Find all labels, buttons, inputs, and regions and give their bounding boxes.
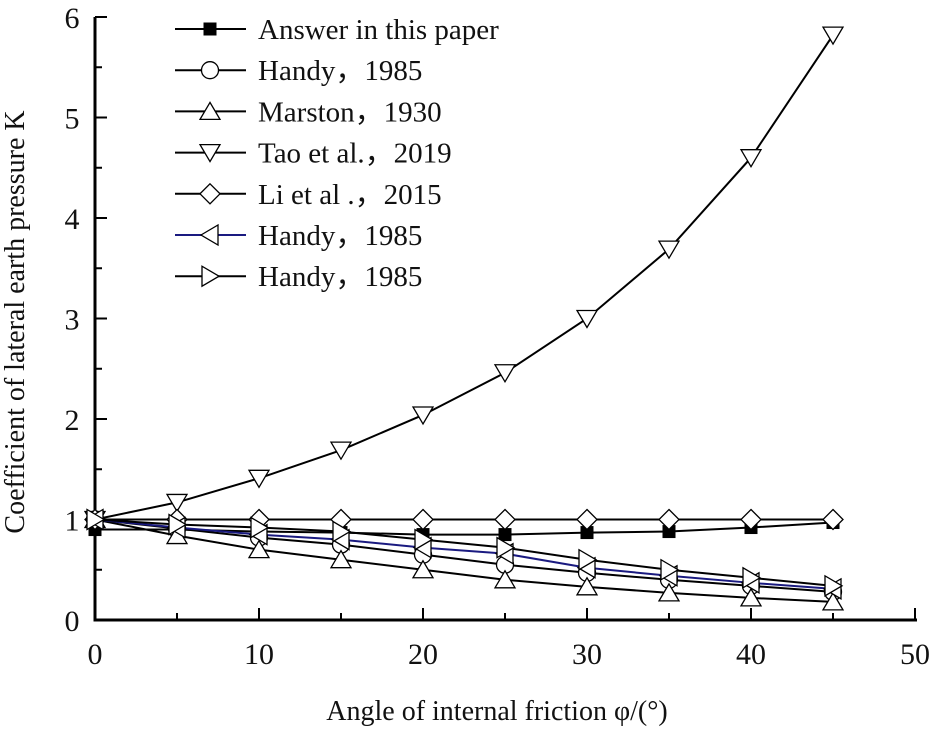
triangle-down-marker-icon: [657, 240, 681, 260]
legend-item: Handy，1985: [175, 220, 422, 252]
legend-item: Handy，1985: [175, 55, 422, 87]
y-axis-title: Coefficient of lateral earth pressure K: [0, 110, 31, 533]
series-markers: [83, 26, 845, 530]
triangle-right-marker-icon: [250, 516, 270, 539]
triangle-right-marker-icon: [168, 513, 188, 536]
y-tick-label: 0: [65, 605, 80, 638]
triangle-left-marker-icon: [199, 223, 219, 247]
triangle-down-marker-icon: [821, 26, 845, 46]
triangle-down-marker-icon: [198, 143, 222, 163]
legend-label: Handy，1985: [258, 261, 422, 293]
triangle-up-marker-icon: [821, 591, 845, 611]
x-tick-label: 20: [408, 638, 438, 671]
triangle-right-marker-icon: [742, 566, 762, 589]
legend-label: Marston，1930: [258, 96, 442, 128]
triangle-down-marker-icon: [411, 406, 435, 426]
legend: Answer in this paper Handy，1985 Marston，19…: [175, 14, 499, 293]
legend-label: Answer in this paper: [258, 14, 499, 46]
series-line: [94, 34, 834, 521]
diamond-marker-icon: [576, 508, 598, 531]
x-tick-label: 30: [572, 638, 602, 671]
triangle-right-marker-icon: [496, 536, 516, 559]
series-line: [94, 518, 834, 593]
series-markers: [86, 508, 844, 597]
series-line: [94, 518, 834, 590]
circle-marker-icon: [200, 61, 220, 80]
triangle-up-marker-icon: [329, 549, 353, 569]
y-tick-label: 6: [65, 2, 80, 35]
series-line: [95, 521, 834, 536]
x-axis-title: Angle of internal friction φ/(°): [326, 696, 667, 727]
legend-item: Li et al .，2015: [175, 179, 442, 211]
diamond-marker-icon: [658, 508, 680, 531]
y-tick-label: 1: [65, 505, 80, 538]
legend-item: Answer in this paper: [175, 14, 499, 46]
legend-item: Tao et al.，2019: [175, 138, 452, 170]
legend-label: Handy，1985: [258, 220, 422, 252]
triangle-right-marker-icon: [332, 520, 352, 543]
triangle-up-marker-icon: [739, 587, 763, 607]
triangle-up-marker-icon: [657, 582, 681, 602]
triangle-down-marker-icon: [575, 309, 599, 329]
triangle-down-marker-icon: [247, 469, 271, 489]
diamond-marker-icon: [822, 508, 844, 531]
diamond-marker-icon: [494, 508, 516, 531]
y-tick-label: 4: [65, 203, 80, 236]
square-marker-icon: [203, 22, 217, 36]
triangle-up-marker-icon: [198, 101, 222, 121]
triangle-down-marker-icon: [329, 441, 353, 461]
triangle-down-marker-icon: [493, 364, 517, 384]
x-tick-label: 0: [88, 638, 103, 671]
y-tick-label: 3: [65, 304, 80, 337]
triangle-down-marker-icon: [739, 149, 763, 168]
series-line: [94, 518, 834, 587]
triangle-right-marker-icon: [414, 528, 434, 551]
legend-item: Handy，1985: [175, 261, 422, 293]
x-tick-label: 50: [900, 638, 930, 671]
series-layer: [83, 26, 845, 611]
series-markers: [84, 508, 842, 600]
triangle-up-marker-icon: [575, 576, 599, 596]
y-tick-label: 5: [65, 103, 80, 136]
diamond-marker-icon: [199, 182, 221, 205]
axes: 0 10 20 30 40 50 0 1 2 3 4 5 6: [65, 2, 931, 671]
diamond-marker-icon: [740, 508, 762, 531]
series-line: [94, 518, 834, 603]
triangle-right-marker-icon: [578, 548, 598, 571]
triangle-right-marker-icon: [86, 508, 106, 531]
legend-label: Li et al .，2015: [258, 179, 442, 211]
triangle-right-marker-icon: [660, 558, 680, 581]
series-markers: [83, 509, 845, 611]
triangle-up-marker-icon: [411, 559, 435, 579]
x-tick-label: 40: [736, 638, 766, 671]
triangle-right-marker-icon: [824, 574, 844, 597]
y-tick-label: 2: [65, 404, 80, 437]
legend-item: Marston，1930: [175, 96, 442, 128]
x-tick-label: 10: [244, 638, 274, 671]
legend-label: Handy，1985: [258, 55, 422, 87]
triangle-up-marker-icon: [493, 569, 517, 589]
triangle-up-marker-icon: [247, 539, 271, 559]
triangle-down-marker-icon: [165, 493, 189, 513]
diamond-marker-icon: [412, 508, 434, 531]
legend-label: Tao et al.，2019: [258, 138, 452, 170]
triangle-right-marker-icon: [201, 265, 221, 288]
